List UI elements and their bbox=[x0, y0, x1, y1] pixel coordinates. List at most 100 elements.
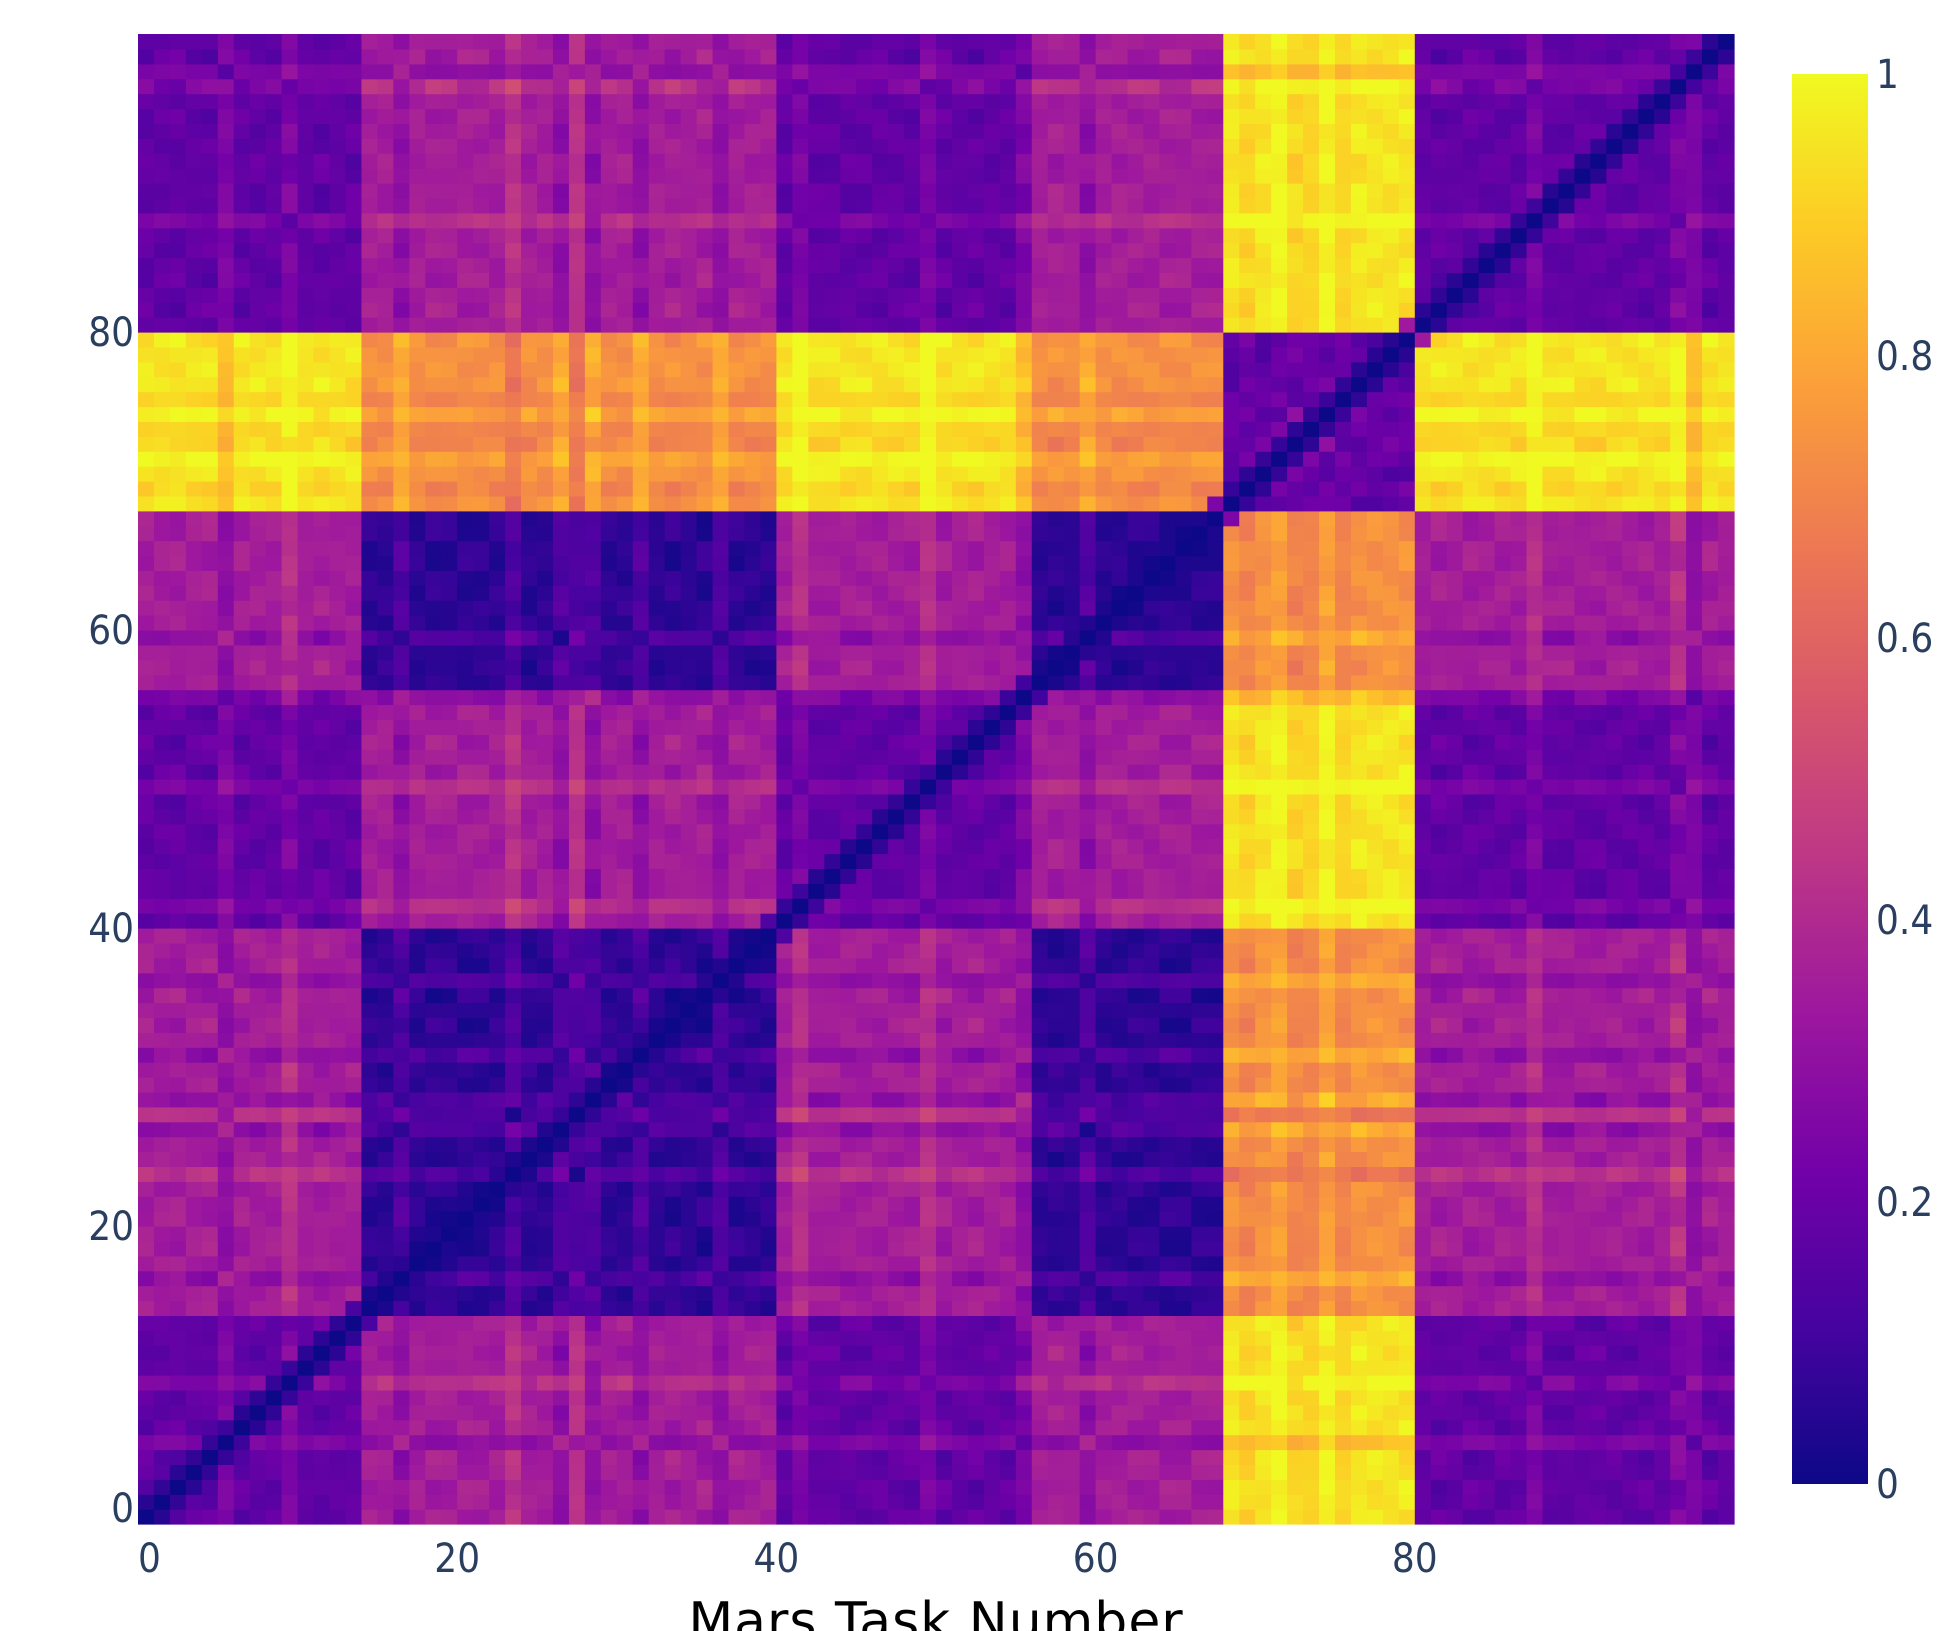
heatmap-cell bbox=[1606, 898, 1623, 914]
heatmap-cell bbox=[1606, 1151, 1623, 1167]
heatmap-cell bbox=[552, 1285, 570, 1302]
heatmap-cell bbox=[1239, 1330, 1256, 1346]
heatmap-cell bbox=[776, 972, 793, 989]
heatmap-cell bbox=[967, 1002, 985, 1018]
heatmap-cell bbox=[521, 1449, 538, 1465]
heatmap-cell bbox=[217, 1002, 235, 1018]
heatmap-cell bbox=[1047, 1509, 1065, 1525]
heatmap-cell bbox=[361, 1240, 378, 1257]
heatmap-cell bbox=[1143, 898, 1161, 914]
heatmap-cell bbox=[1079, 1196, 1097, 1212]
heatmap-cell bbox=[233, 1449, 251, 1465]
heatmap-cell bbox=[1510, 1375, 1528, 1391]
heatmap-cell bbox=[792, 942, 809, 959]
heatmap-cell bbox=[297, 1345, 315, 1361]
heatmap-cell bbox=[856, 1002, 873, 1018]
heatmap-cell bbox=[1047, 1419, 1065, 1436]
heatmap-cell bbox=[1494, 1494, 1512, 1510]
heatmap-cell bbox=[936, 1389, 953, 1406]
heatmap-cell bbox=[1398, 1389, 1416, 1406]
heatmap-cell bbox=[967, 1509, 985, 1525]
heatmap-cell bbox=[1542, 1449, 1560, 1465]
heatmap-cell bbox=[1079, 1419, 1097, 1436]
heatmap-cell bbox=[1686, 1181, 1703, 1197]
heatmap-cell bbox=[1271, 838, 1288, 855]
heatmap-cell bbox=[1079, 883, 1097, 899]
heatmap-cell bbox=[776, 942, 793, 959]
heatmap-cell bbox=[824, 1032, 841, 1048]
heatmap-cell bbox=[153, 1077, 171, 1093]
heatmap-cell bbox=[1382, 868, 1400, 884]
heatmap-cell bbox=[1430, 1032, 1448, 1048]
heatmap-cell bbox=[1047, 1449, 1065, 1465]
heatmap-cell bbox=[457, 1345, 474, 1361]
heatmap-cell bbox=[1462, 1062, 1480, 1078]
heatmap-cell bbox=[776, 808, 793, 825]
heatmap-cell bbox=[1095, 868, 1113, 884]
heatmap-cell bbox=[760, 1196, 777, 1212]
heatmap-cell bbox=[265, 1389, 283, 1406]
heatmap-cell bbox=[313, 972, 331, 989]
heatmap-cell bbox=[537, 1479, 554, 1495]
heatmap-cell bbox=[1303, 1077, 1320, 1093]
heatmap-cell bbox=[265, 1449, 283, 1465]
heatmap-cell bbox=[584, 898, 602, 914]
heatmap-cell bbox=[1654, 1226, 1671, 1242]
heatmap-cell bbox=[217, 1479, 235, 1495]
heatmap-cell bbox=[521, 1330, 538, 1346]
heatmap-cell bbox=[936, 898, 953, 914]
heatmap-cell bbox=[1654, 957, 1671, 974]
heatmap-cell bbox=[297, 1017, 315, 1033]
heatmap-cell bbox=[1159, 793, 1176, 810]
heatmap-cell bbox=[888, 1017, 905, 1033]
heatmap-cell bbox=[1207, 779, 1224, 795]
heatmap-cell bbox=[840, 779, 857, 795]
heatmap-cell bbox=[1223, 883, 1240, 899]
heatmap-cell bbox=[1670, 823, 1687, 840]
heatmap-cell bbox=[329, 1464, 347, 1480]
heatmap-cell bbox=[808, 1330, 825, 1346]
heatmap-cell bbox=[457, 1464, 474, 1480]
heatmap-cell bbox=[1446, 913, 1464, 929]
heatmap-cell bbox=[1127, 1211, 1145, 1227]
heatmap-cell bbox=[361, 1404, 378, 1421]
heatmap-cell bbox=[1271, 1419, 1288, 1436]
heatmap-cell bbox=[584, 1285, 602, 1302]
heatmap-cell bbox=[792, 1226, 809, 1242]
heatmap-cell bbox=[345, 1300, 363, 1316]
heatmap-cell bbox=[1510, 913, 1528, 929]
heatmap-cell bbox=[1446, 1434, 1464, 1451]
heatmap-cell bbox=[1510, 1434, 1528, 1451]
heatmap-cell bbox=[1223, 1017, 1240, 1033]
heatmap-cell bbox=[728, 1270, 746, 1287]
heatmap-cell bbox=[1638, 1121, 1655, 1138]
heatmap-cell bbox=[1127, 853, 1145, 869]
heatmap-cell bbox=[1526, 1330, 1544, 1346]
heatmap-cell bbox=[999, 1047, 1017, 1063]
heatmap-cell bbox=[616, 1315, 634, 1331]
heatmap-cell bbox=[217, 808, 235, 825]
heatmap-cell bbox=[1670, 1434, 1687, 1451]
heatmap-cell bbox=[201, 1091, 219, 1108]
heatmap-cell bbox=[920, 1211, 937, 1227]
heatmap-cell bbox=[1430, 1404, 1448, 1421]
heatmap-cell bbox=[648, 1315, 666, 1331]
heatmap-cell bbox=[1350, 1032, 1368, 1048]
heatmap-cell bbox=[1510, 1002, 1528, 1018]
heatmap-cell bbox=[1446, 1270, 1464, 1287]
heatmap-cell bbox=[840, 793, 857, 810]
heatmap-cell bbox=[1303, 987, 1320, 1004]
heatmap-cell bbox=[712, 1375, 730, 1391]
heatmap-cell bbox=[1047, 957, 1065, 974]
heatmap-cell bbox=[1207, 987, 1224, 1004]
heatmap-cell bbox=[712, 1404, 730, 1421]
heatmap-cell bbox=[1686, 1136, 1703, 1153]
heatmap-cell bbox=[888, 1106, 905, 1123]
heatmap-cell bbox=[840, 1270, 857, 1287]
heatmap-cell bbox=[441, 1240, 458, 1257]
heatmap-cell bbox=[600, 1017, 618, 1033]
heatmap-cell bbox=[616, 779, 634, 795]
heatmap-cell bbox=[1606, 1375, 1623, 1391]
heatmap-cell bbox=[1255, 1226, 1272, 1242]
